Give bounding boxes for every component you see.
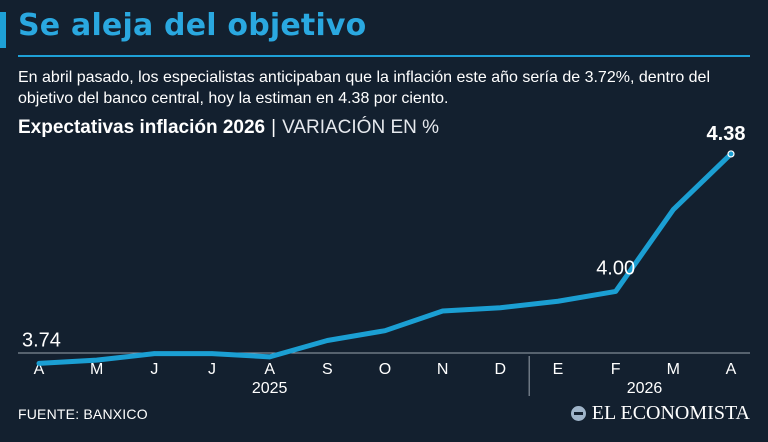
x-tick-label: A [726, 361, 737, 378]
x-tick-label: D [495, 361, 507, 378]
source-note: FUENTE: BANXICO [18, 406, 148, 422]
title-accent-bar [0, 12, 6, 48]
data-point [555, 299, 561, 304]
brand-logo: EL ECONOMISTA [570, 402, 750, 425]
title-divider [18, 55, 750, 57]
data-label: 4.00 [596, 257, 635, 279]
x-tick-label: M [90, 361, 103, 378]
data-label: 3.74 [22, 329, 61, 351]
brand-name: EL ECONOMISTA [591, 402, 750, 424]
x-tick-label: A [34, 361, 45, 378]
chart-subtitle-separator: | [271, 117, 277, 138]
year-label: 2026 [627, 380, 663, 397]
x-tick-label: J [150, 361, 158, 378]
x-tick-label: M [667, 361, 680, 378]
x-tick-label: E [553, 361, 564, 378]
page-title: Se aleja del objetivo [18, 8, 367, 43]
x-tick-label: O [379, 361, 391, 378]
data-point [440, 308, 445, 314]
x-tick-label: F [611, 361, 621, 378]
x-axis: A M J J A S O N D E F M A 2025 2026 [18, 352, 750, 397]
data-point [325, 338, 330, 343]
data-label-group: 3.74 4.00 4.38 [22, 123, 745, 352]
intro-text: En abril pasado, los especialistas antic… [18, 69, 711, 107]
data-point [94, 357, 99, 363]
data-point [267, 354, 272, 360]
chart-unit-label: VARIACIÓN EN % [282, 117, 440, 138]
data-point [36, 361, 42, 366]
chart-subtitle-main: Expectativas inflación 2026 [18, 117, 266, 138]
data-point [498, 305, 503, 310]
el-economista-logo-icon [570, 406, 586, 421]
x-tick-label: J [208, 361, 216, 378]
x-tick-label: S [322, 361, 333, 378]
year-label: 2025 [252, 380, 288, 397]
data-point [382, 328, 388, 333]
data-point [152, 351, 157, 356]
x-tick-label: N [437, 361, 449, 378]
series-line-group [36, 151, 734, 366]
end-point-marker [727, 150, 735, 158]
data-point [209, 351, 215, 356]
chart-subtitle: Expectativas inflación 2026 | VARIACIÓN EN… [18, 117, 439, 139]
data-point [613, 289, 618, 294]
data-label: 4.38 [707, 123, 746, 145]
data-point [671, 207, 676, 212]
x-tick-label: A [264, 361, 275, 378]
